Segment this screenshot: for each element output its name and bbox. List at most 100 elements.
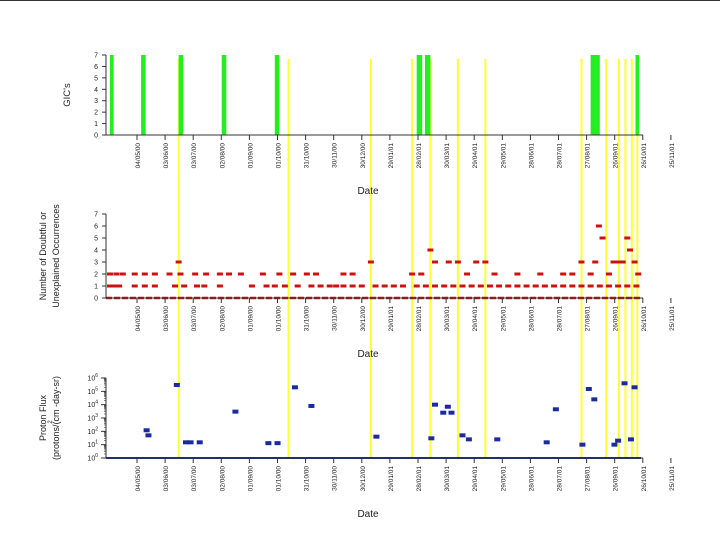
doubtful-point <box>596 284 603 288</box>
y-axis-label-superscript: 2 <box>48 420 54 424</box>
x-tick-label: 26/10/01 <box>641 306 648 332</box>
gic-bar <box>110 55 114 135</box>
x-tick-label: 28/06/01 <box>528 306 535 332</box>
doubtful-point <box>587 272 594 276</box>
doubtful-point <box>624 284 631 288</box>
doubtful-point <box>418 272 425 276</box>
flux-point <box>615 438 622 443</box>
y-tick-label: 100 <box>87 453 98 463</box>
x-tick-label: 28/02/01 <box>416 143 423 169</box>
doubtful-point <box>281 284 288 288</box>
flux-point <box>631 385 638 390</box>
doubtful-point <box>422 284 429 288</box>
flux-point <box>428 436 435 441</box>
doubtful-point <box>459 284 466 288</box>
flux-point <box>627 437 634 442</box>
doubtful-point <box>294 284 301 288</box>
x-tick-label: 01/10/00 <box>276 466 283 492</box>
x-tick-label: 28/06/01 <box>528 143 535 169</box>
x-tick-label: 28/07/01 <box>557 306 564 332</box>
flux-point <box>621 381 628 386</box>
x-tick-label: 29/05/01 <box>500 306 507 332</box>
x-tick-label: 27/08/01 <box>585 306 592 332</box>
y-axis-label-line1: Number of Doubtful or <box>38 212 48 301</box>
doubtful-point <box>631 260 638 264</box>
x-tick-label: 03/06/00 <box>163 306 170 332</box>
doubtful-point <box>193 284 200 288</box>
doubtful-point <box>505 284 512 288</box>
x-tick-label: 30/03/01 <box>444 143 451 169</box>
doubtful-point <box>303 272 310 276</box>
doubtful-point <box>276 272 283 276</box>
x-tick-label: 26/09/01 <box>613 306 620 332</box>
x-tick-label: 29/01/01 <box>388 143 395 169</box>
doubtful-point <box>340 284 347 288</box>
doubtful-point <box>203 272 210 276</box>
doubtful-point <box>587 284 594 288</box>
doubtful-point <box>523 284 530 288</box>
gic-bar <box>141 55 146 135</box>
x-tick-label: 30/11/00 <box>332 143 339 168</box>
x-tick-label: 31/10/00 <box>304 306 311 332</box>
x-tick-label: 29/05/01 <box>500 466 507 492</box>
x-tick-label: 30/03/01 <box>444 306 451 332</box>
x-tick-label: 30/11/00 <box>332 466 339 491</box>
x-axis-label: Date <box>357 349 379 360</box>
y-tick-label: 7 <box>94 53 98 60</box>
x-tick-label: 28/07/01 <box>557 466 564 492</box>
doubtful-point <box>514 272 521 276</box>
y-tick-label: 0 <box>94 133 98 140</box>
y-tick-label: 0 <box>94 296 98 303</box>
gic-bar <box>274 55 280 135</box>
doubtful-point <box>595 224 602 228</box>
gic-bar <box>424 55 431 135</box>
doubtful-point <box>107 284 113 288</box>
flux-point <box>232 409 239 414</box>
x-tick-label: 25/11/01 <box>669 306 676 331</box>
doubtful-point <box>610 260 617 264</box>
x-tick-label: 31/10/00 <box>304 466 311 492</box>
doubtful-point <box>216 284 223 288</box>
x-tick-label: 29/01/01 <box>388 466 395 492</box>
doubtful-point <box>201 284 208 288</box>
y-tick-label: 105 <box>87 386 98 396</box>
doubtful-point <box>482 260 489 264</box>
y-tick-label: 7 <box>94 212 98 219</box>
y-tick-label: 106 <box>87 373 98 383</box>
flux-point <box>494 437 501 442</box>
doubtful-point <box>486 284 493 288</box>
doubtful-point <box>432 260 439 264</box>
doubtful-point <box>615 284 622 288</box>
x-tick-label: 04/05/00 <box>135 143 142 169</box>
doubtful-point <box>491 272 498 276</box>
x-tick-label: 26/09/01 <box>613 143 620 169</box>
y-axis-label: GIC's <box>62 83 73 107</box>
y-tick-label: 2 <box>94 110 98 117</box>
x-tick-label: 03/07/00 <box>191 466 198 492</box>
x-tick-label: 28/06/01 <box>528 466 535 492</box>
doubtful-point <box>177 272 184 276</box>
doubtful-point <box>560 272 567 276</box>
flux-point <box>182 440 189 445</box>
doubtful-point <box>340 272 347 276</box>
x-tick-label: 02/08/00 <box>219 143 226 169</box>
x-tick-label: 27/08/01 <box>585 143 592 169</box>
flux-point <box>265 441 272 446</box>
doubtful-point <box>615 260 622 264</box>
y-tick-label: 4 <box>94 87 98 94</box>
doubtful-point <box>445 260 452 264</box>
x-tick-label: 28/02/01 <box>416 306 423 332</box>
y-tick-label: 6 <box>94 64 98 71</box>
x-tick-label: 28/07/01 <box>557 143 564 169</box>
doubtful-point <box>633 284 640 288</box>
x-tick-label: 04/05/00 <box>135 306 142 332</box>
doubtful-point <box>578 284 585 288</box>
flux-point <box>543 440 550 445</box>
gic-bar <box>416 55 423 135</box>
doubtful-point <box>441 284 448 288</box>
doubtful-point <box>541 284 548 288</box>
doubtful-point <box>551 284 558 288</box>
x-tick-label: 25/11/01 <box>669 466 676 491</box>
doubtful-point <box>532 284 539 288</box>
doubtful-point <box>263 284 270 288</box>
